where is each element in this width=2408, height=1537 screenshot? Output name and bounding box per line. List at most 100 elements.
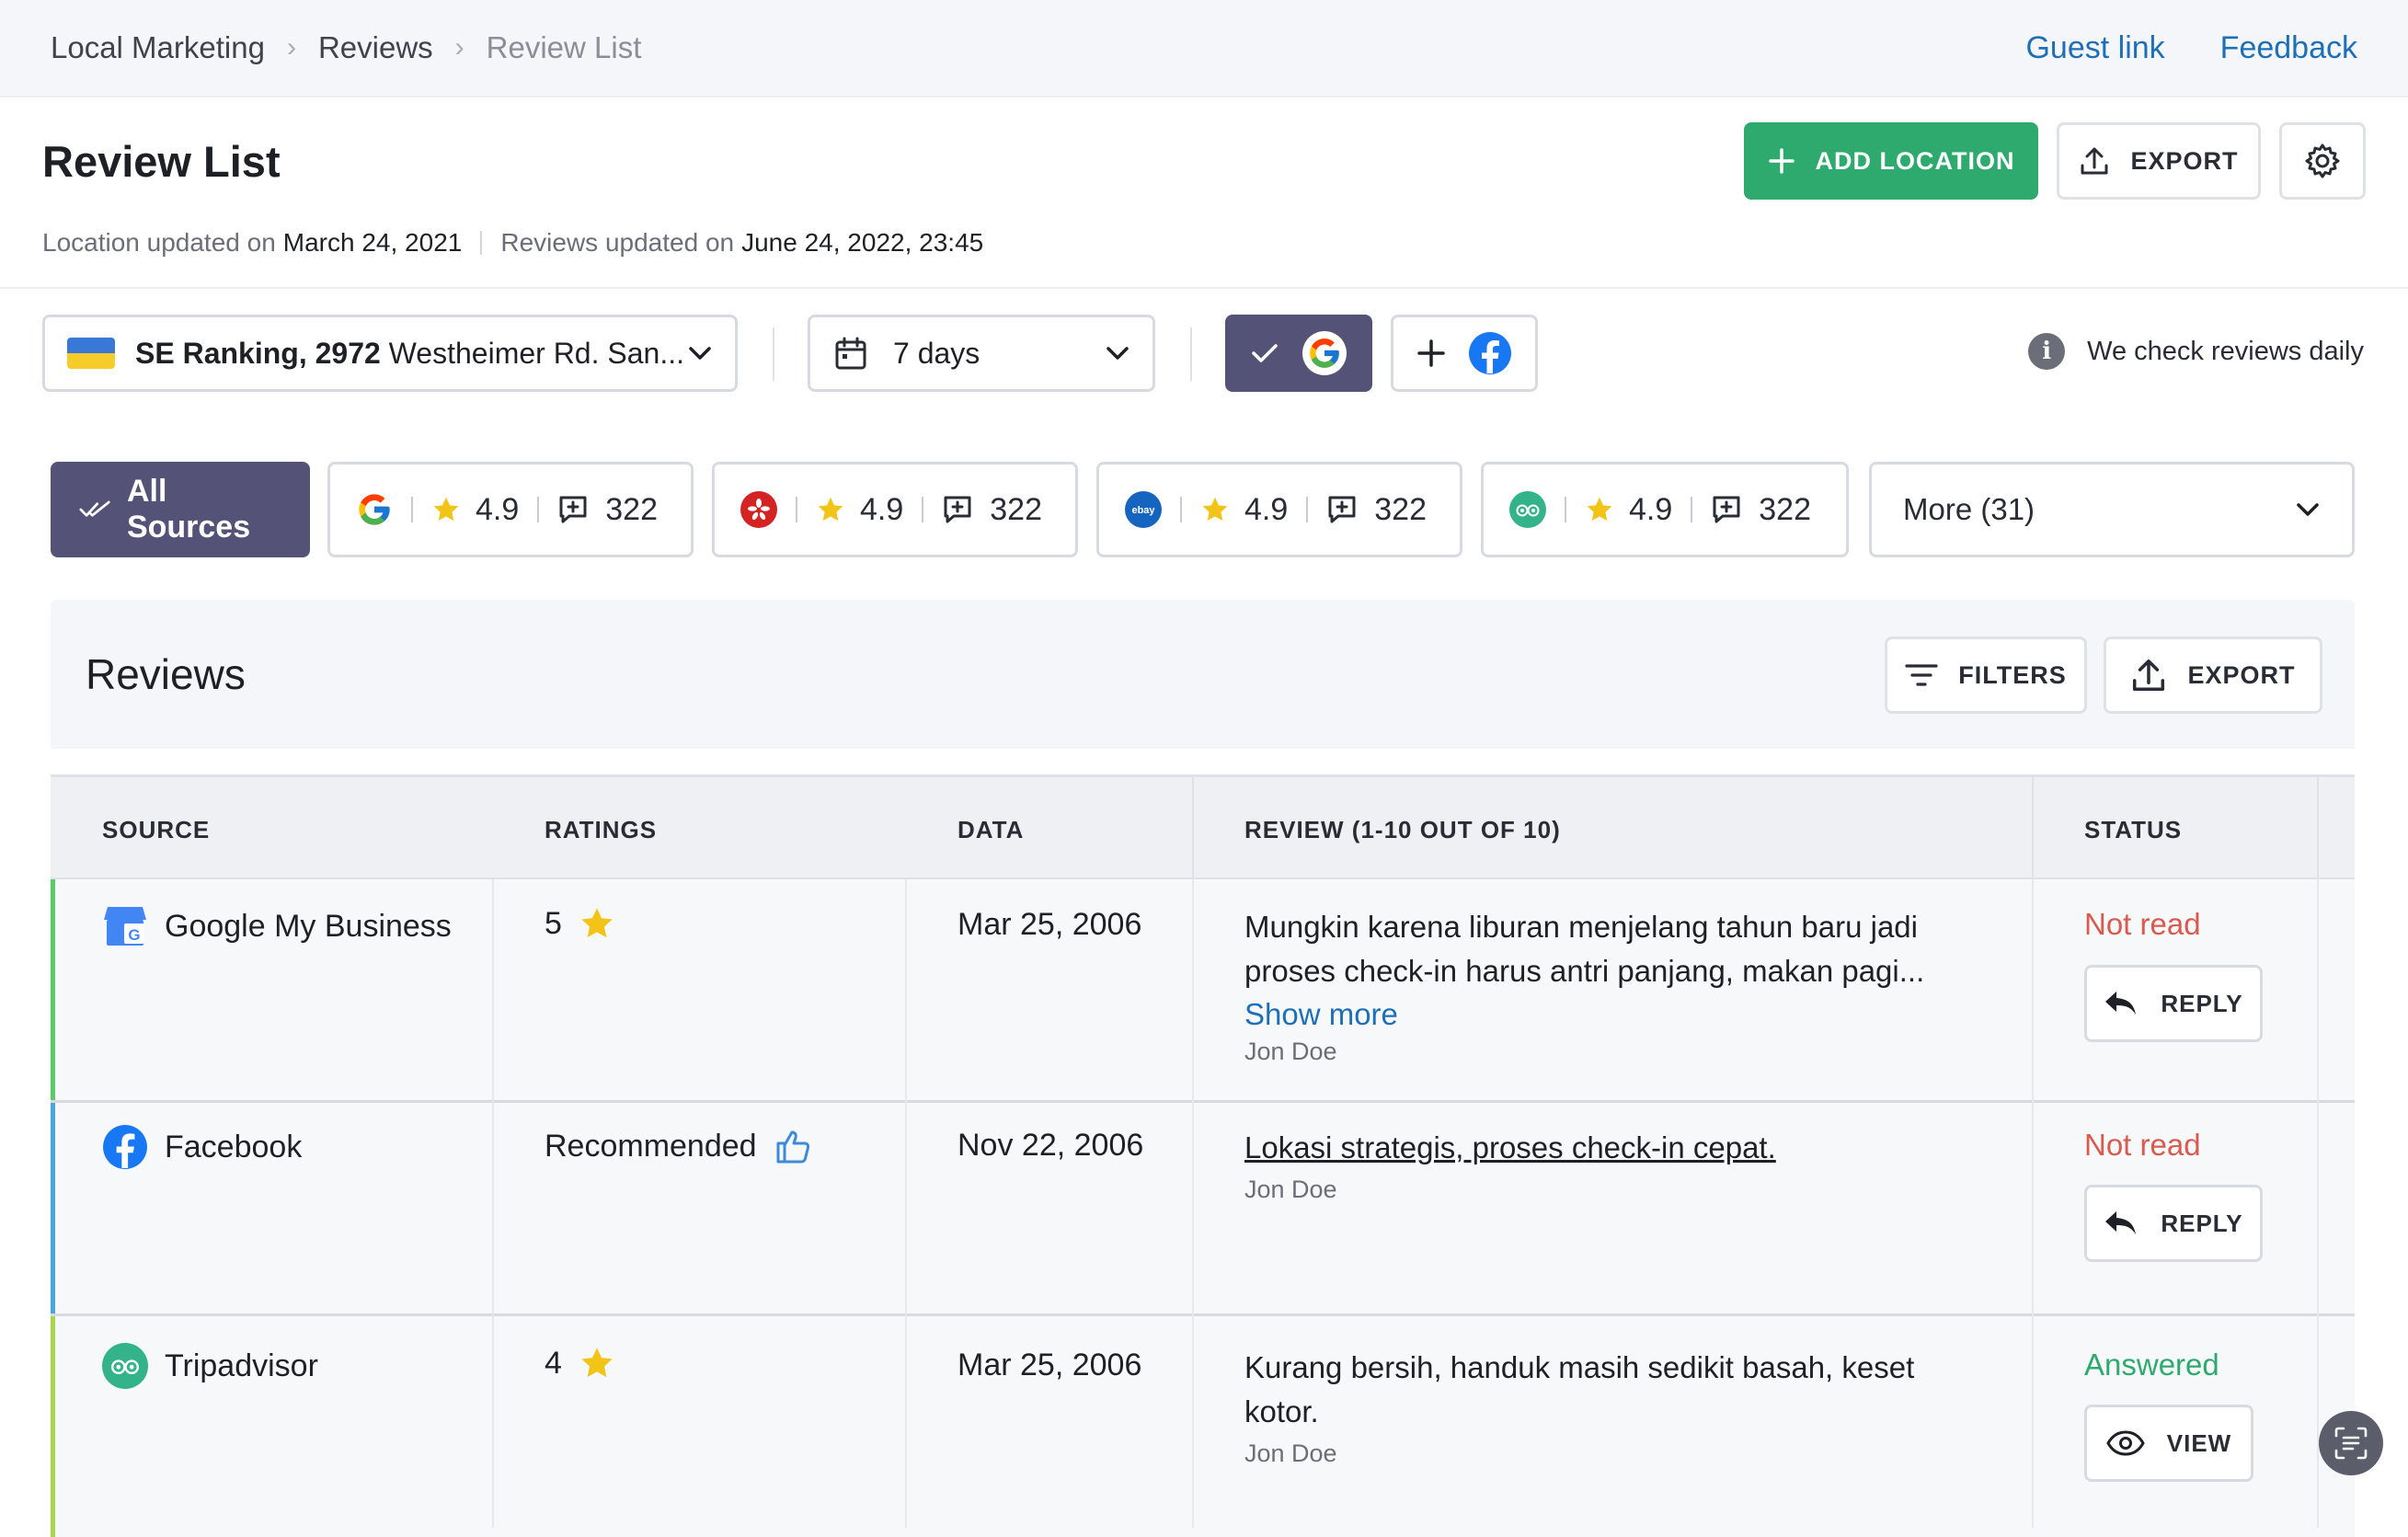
svg-text:G: G — [128, 926, 140, 944]
upload-icon — [2133, 659, 2165, 692]
chevron-down-icon — [689, 347, 711, 360]
comment-icon — [559, 496, 587, 523]
assistant-fab-button[interactable] — [2319, 1411, 2383, 1475]
google-icon — [1302, 331, 1347, 375]
source-chip-yelp[interactable]: 4.9 322 — [712, 462, 1078, 557]
google-my-business-icon: G — [102, 903, 148, 949]
google-icon — [356, 491, 393, 528]
row-source: G Google My Business — [102, 903, 452, 949]
star-icon — [581, 908, 613, 938]
google-source-toggle[interactable] — [1225, 315, 1372, 392]
more-sources-select[interactable]: More (31) — [1869, 462, 2355, 557]
filter-icon — [1905, 664, 1938, 686]
filters-label: FILTERS — [1958, 660, 2067, 689]
comment-icon — [1713, 496, 1740, 523]
double-check-icon — [79, 500, 110, 517]
svg-text:ebay: ebay — [1131, 505, 1155, 516]
header-divider — [0, 287, 2408, 289]
filter-divider — [773, 327, 774, 381]
daily-check-text: We check reviews daily — [2087, 336, 2364, 366]
upload-icon — [2081, 147, 2108, 175]
review-text: Kurang bersih, handuk masih sedikit basa… — [1244, 1350, 1915, 1428]
breadcrumb-local-marketing[interactable]: Local Marketing — [51, 30, 265, 64]
add-facebook-source[interactable] — [1391, 315, 1538, 392]
column-status[interactable]: STATUS — [2084, 816, 2183, 843]
reply-button[interactable]: REPLY — [2084, 965, 2263, 1042]
rating-value: 4 — [545, 1345, 562, 1381]
view-button[interactable]: VIEW — [2084, 1405, 2253, 1482]
period-value: 7 days — [893, 336, 980, 370]
column-data[interactable]: DATA — [957, 816, 1025, 843]
review-author: Jon Doe — [1244, 1038, 1337, 1065]
breadcrumb-chevron-icon: › — [454, 32, 464, 63]
comment-icon — [1328, 496, 1356, 523]
status-badge: Not read — [2084, 907, 2201, 941]
breadcrumb-reviews[interactable]: Reviews — [317, 30, 433, 64]
top-bar: Local Marketing › Reviews › Review List … — [0, 0, 2408, 97]
status-badge: Not read — [2084, 1128, 2201, 1162]
row-date: Mar 25, 2006 — [957, 1348, 1142, 1382]
row-review: Kurang bersih, handuk masih sedikit basa… — [1244, 1346, 1962, 1468]
gear-icon — [2305, 143, 2340, 178]
reply-button[interactable]: REPLY — [2084, 1185, 2263, 1262]
guest-link[interactable]: Guest link — [2025, 29, 2165, 65]
column-source[interactable]: SOURCE — [102, 816, 211, 843]
tripadvisor-icon — [1509, 491, 1546, 528]
page-title: Review List — [42, 137, 281, 186]
source-name: Google My Business — [165, 908, 452, 944]
yelp-rating: 4.9 — [860, 491, 904, 527]
source-chip-tripadvisor[interactable]: 4.9 322 — [1481, 462, 1849, 557]
export-label: EXPORT — [2130, 146, 2239, 175]
review-text-link[interactable]: Lokasi strategis, proses check-in cepat. — [1244, 1130, 1776, 1164]
show-more-link[interactable]: Show more — [1244, 997, 1398, 1031]
add-location-label: ADD LOCATION — [1815, 146, 2015, 175]
table-row[interactable] — [51, 1316, 2355, 1537]
table-row[interactable] — [51, 879, 2355, 1103]
reviews-updated-value: June 24, 2022, 23:45 — [741, 228, 984, 257]
location-updated-label: Location updated on — [42, 228, 276, 257]
all-sources-chip[interactable]: All Sources — [51, 462, 310, 557]
table-row[interactable] — [51, 1103, 2355, 1316]
source-name: Tripadvisor — [165, 1348, 318, 1383]
feedback-link[interactable]: Feedback — [2219, 29, 2357, 65]
status-badge: Answered — [2084, 1348, 2219, 1382]
plus-icon — [1768, 148, 1795, 174]
period-select[interactable]: 7 days — [808, 315, 1155, 392]
row-review: Mungkin karena liburan menjelang tahun b… — [1244, 905, 1962, 1066]
add-location-button[interactable]: ADD LOCATION — [1744, 122, 2038, 200]
row-source: Facebook — [102, 1124, 302, 1170]
more-sources-label: More (31) — [1903, 492, 2035, 526]
row-rating: Recommended — [545, 1126, 814, 1166]
source-chip-ebay[interactable]: ebay 4.9 322 — [1096, 462, 1462, 557]
reply-icon — [2105, 992, 2137, 1015]
column-ratings[interactable]: RATINGS — [545, 816, 658, 843]
ebay-review-count: 322 — [1374, 491, 1427, 527]
thumbs-up-icon — [776, 1130, 809, 1164]
column-review[interactable]: REVIEW (1-10 OUT OF 10) — [1244, 816, 1561, 843]
tripadvisor-review-count: 322 — [1759, 491, 1811, 527]
row-date: Nov 22, 2006 — [957, 1128, 1144, 1163]
rating-value: Recommended — [545, 1128, 757, 1164]
review-text: Mungkin karena liburan menjelang tahun b… — [1244, 910, 1925, 988]
reviews-export-label: EXPORT — [2187, 660, 2296, 689]
location-select[interactable]: SE Ranking, 2972 Westheimer Rd. San... — [42, 315, 738, 392]
export-button[interactable]: EXPORT — [2057, 122, 2261, 200]
top-links: Guest link Feedback — [2025, 30, 2357, 66]
reviews-export-button[interactable]: EXPORT — [2104, 637, 2322, 714]
location-value: SE Ranking, 2972 Westheimer Rd. San... — [135, 336, 684, 370]
reviews-panel-header: Reviews FILTERS EXPORT — [51, 600, 2355, 749]
review-author: Jon Doe — [1244, 1176, 1337, 1203]
table-header: SOURCE RATINGS DATA REVIEW (1-10 OUT OF … — [51, 774, 2355, 879]
breadcrumb: Local Marketing › Reviews › Review List — [51, 30, 641, 65]
settings-button[interactable] — [2279, 122, 2366, 200]
eye-icon — [2106, 1430, 2145, 1456]
breadcrumb-review-list: Review List — [486, 30, 642, 64]
meta-divider — [480, 231, 483, 255]
source-name: Facebook — [165, 1129, 303, 1164]
filters-button[interactable]: FILTERS — [1885, 637, 2087, 714]
star-icon — [1587, 497, 1612, 522]
chevron-down-icon — [2297, 503, 2319, 516]
yelp-review-count: 322 — [990, 491, 1042, 527]
star-icon — [818, 497, 843, 522]
source-chip-google[interactable]: 4.9 322 — [327, 462, 694, 557]
